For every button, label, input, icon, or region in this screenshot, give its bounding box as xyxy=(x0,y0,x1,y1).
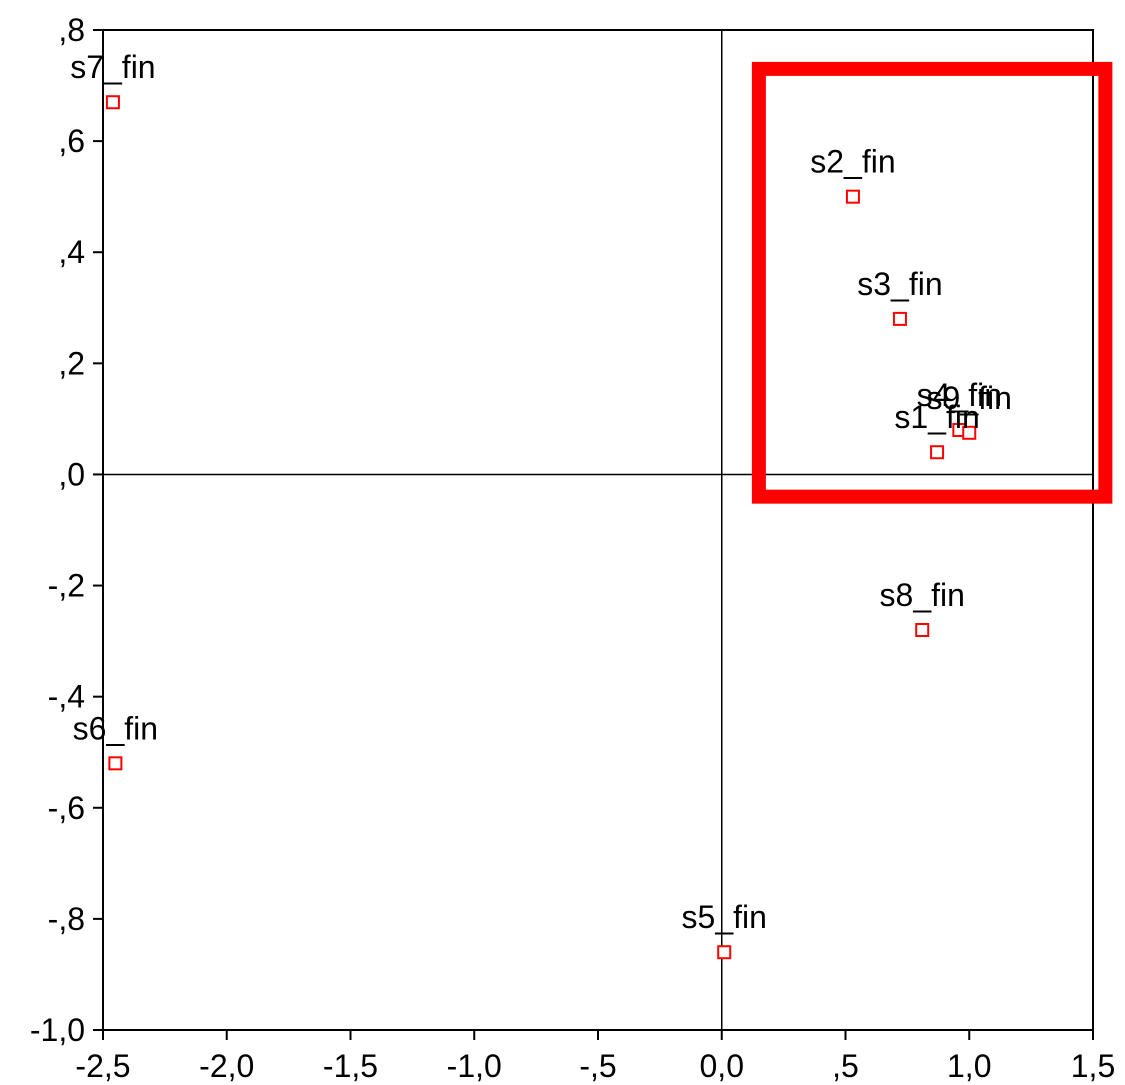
x-tick-label: -1,5 xyxy=(323,1048,378,1084)
data-point-marker xyxy=(915,623,930,637)
data-point-label: s3_fin xyxy=(857,266,942,302)
data-point-label: s9_fin xyxy=(927,380,1012,416)
y-tick-label: -1,0 xyxy=(30,1012,85,1048)
y-tick-label: ,8 xyxy=(58,12,85,48)
data-point-marker xyxy=(892,311,907,326)
data-point-marker xyxy=(930,445,945,460)
plot-frame xyxy=(102,29,1094,1031)
x-tick-label: ,5 xyxy=(832,1048,859,1084)
y-tick-label: ,6 xyxy=(58,123,85,159)
data-point-marker xyxy=(845,189,860,204)
y-tick-label: -,6 xyxy=(48,790,85,826)
data-point-label: s1_fin xyxy=(894,399,979,435)
x-tick-label: 0,0 xyxy=(700,1048,744,1084)
highlight-box xyxy=(751,61,1113,504)
data-point-label: s7_fin xyxy=(70,49,155,85)
data-point-label: s8_fin xyxy=(880,577,965,613)
x-tick-label: -2,0 xyxy=(199,1048,254,1084)
data-point-marker xyxy=(108,756,123,771)
axes-layer xyxy=(102,29,1094,1031)
data-point-label: s5_fin xyxy=(682,899,767,935)
y-tick-label: -,8 xyxy=(48,901,85,937)
data-point-label: s4_fin xyxy=(917,377,1002,413)
y-tick-label: ,4 xyxy=(58,234,85,270)
y-tick-label: -,4 xyxy=(48,679,85,715)
y-tick-label: -,2 xyxy=(48,568,85,604)
ticks-layer: -2,5 -2,0 -1,5 -1,0 -,5 0,0 ,5 1,0 1,5 ,8 ,6 ,4 ,2 ,0… xyxy=(30,12,1115,1084)
x-tick-label: -1,0 xyxy=(447,1048,502,1084)
data-point-marker xyxy=(105,95,120,110)
highlight-layer xyxy=(751,61,1113,504)
data-point-label: s6_fin xyxy=(73,710,158,746)
y-tick-label: ,2 xyxy=(58,345,85,381)
data-point-marker xyxy=(962,425,977,440)
x-tick-label: -2,5 xyxy=(75,1048,130,1084)
y-tick-label: ,0 xyxy=(58,456,85,492)
x-tick-label: -,5 xyxy=(579,1048,616,1084)
x-tick-label: 1,5 xyxy=(1071,1048,1115,1084)
data-point-label: s2_fin xyxy=(810,144,895,180)
x-tick-label: 1,0 xyxy=(947,1048,991,1084)
data-point-marker xyxy=(717,945,732,960)
